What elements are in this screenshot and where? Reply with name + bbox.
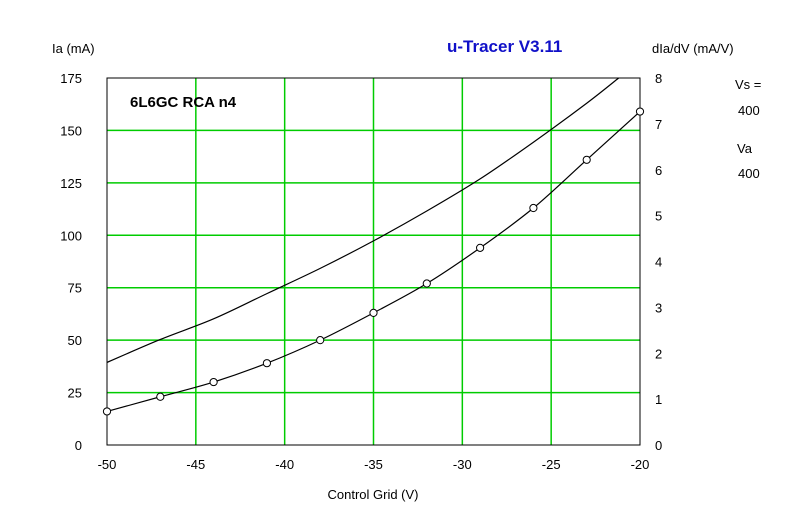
y-tick-label: 75 — [68, 281, 82, 296]
series-1-line — [106, 77, 620, 363]
series-0-point — [262, 359, 271, 368]
series-0-point — [209, 377, 218, 387]
y-tick-label: 125 — [60, 176, 82, 191]
y-tick-label: 100 — [60, 228, 82, 243]
va-value: 400 — [738, 166, 760, 181]
series-0-point — [529, 203, 538, 213]
series-0-line — [106, 111, 641, 413]
x-tick-label: -30 — [453, 457, 472, 472]
y2-tick-label: 6 — [655, 163, 662, 178]
app-title: u-Tracer V3.11 — [447, 37, 562, 56]
y2-tick-label: 4 — [655, 255, 662, 270]
y-tick-label: 0 — [75, 438, 82, 453]
vs-label: Vs = — [735, 77, 761, 92]
y2-tick-label: 1 — [655, 392, 662, 407]
y2-tick-labels: 0 1 2 3 4 5 6 7 8 — [655, 71, 662, 453]
x-tick-labels: -50 -45 -40 -35 -30 -25 -20 — [98, 457, 650, 472]
chart-title: 6L6GC RCA n4 — [130, 94, 237, 111]
series-0-point — [369, 308, 378, 317]
x-tick-label: -50 — [98, 457, 117, 472]
series-0-point — [476, 243, 485, 252]
x-tick-label: -35 — [364, 457, 383, 472]
series-0-point — [635, 107, 645, 116]
y-tick-label: 150 — [60, 123, 82, 138]
va-label: Va — [737, 141, 753, 156]
series-0-point — [582, 155, 591, 164]
y2-axis-title: dIa/dV (mA/V) — [652, 41, 734, 56]
vs-value: 400 — [738, 103, 760, 118]
series-0-point — [316, 336, 325, 345]
y2-tick-label: 2 — [655, 346, 662, 361]
y2-tick-label: 0 — [655, 438, 662, 453]
y-tick-label: 50 — [68, 333, 82, 348]
y2-tick-label: 3 — [655, 300, 662, 315]
series-0-point — [422, 279, 431, 288]
x-tick-label: -25 — [542, 457, 561, 472]
y-tick-label: 25 — [68, 386, 82, 401]
x-tick-label: -45 — [186, 457, 205, 472]
series-layer — [102, 77, 645, 416]
x-axis-title: Control Grid (V) — [327, 487, 418, 502]
y2-tick-label: 5 — [655, 209, 662, 224]
y-tick-labels: 0 25 50 75 100 125 150 175 — [60, 71, 82, 453]
plot-frame — [106, 77, 641, 446]
y2-tick-label: 8 — [655, 71, 662, 86]
series-0-point — [156, 392, 165, 401]
series-0-point — [102, 407, 112, 416]
y-tick-label: 175 — [60, 71, 82, 86]
x-tick-label: -20 — [631, 457, 650, 472]
grid-lines — [107, 78, 640, 445]
y-axis-title: Ia (mA) — [52, 41, 95, 56]
y2-tick-label: 7 — [655, 117, 662, 132]
x-tick-label: -40 — [275, 457, 294, 472]
